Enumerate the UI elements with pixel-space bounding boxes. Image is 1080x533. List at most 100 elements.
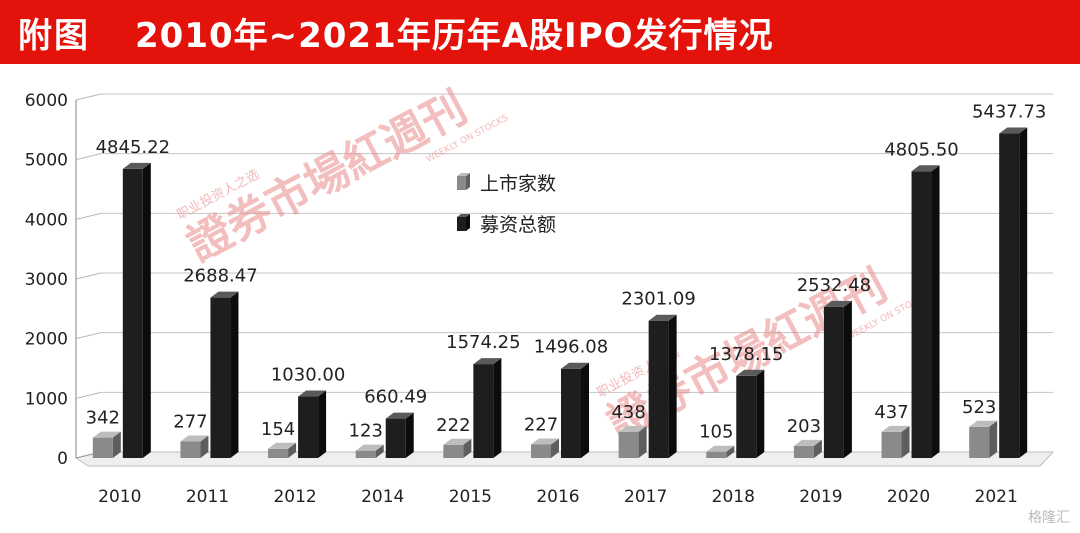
data-label-funding: 4805.50 [884,139,958,160]
bar-funding-side [318,390,327,458]
bar-listings-front [355,450,376,458]
bar-listings-top [969,420,998,427]
data-label-listings: 227 [524,414,558,435]
bar-listings-side [638,425,647,458]
bar-listings-top [443,438,472,445]
x-tick-label: 2012 [273,487,316,507]
y-tick-label: 3000 [25,270,68,290]
gridline-diag [75,391,102,399]
bar-funding-top [122,162,151,169]
x-tick-label: 2020 [887,487,930,507]
bar-listings [618,425,647,458]
bar-listings-side [288,442,297,458]
bar-funding-front [298,396,319,458]
legend-label: 募资总额 [480,214,556,236]
x-tick-label: 2011 [186,487,229,507]
bar-listings-front [268,448,289,458]
bar-listings-front [180,441,201,458]
bar-listings [180,435,209,458]
data-label-funding: 660.49 [364,387,427,408]
bar-funding [736,369,765,458]
chart-title: 2010年~2021年历年A股IPO发行情况 [135,16,774,56]
data-label-listings: 277 [173,411,207,432]
bar-listings-front [881,431,902,458]
bar-funding-top [385,412,414,419]
bar-funding-front [736,375,757,458]
data-label-funding: 2301.09 [621,289,695,310]
bar-funding-top [648,314,677,321]
bar-listings-front [618,431,639,458]
bar-funding-side [405,412,414,458]
data-label-listings: 523 [962,397,996,418]
bar-funding [473,358,502,458]
bar-funding [385,412,414,458]
data-label-listings: 437 [874,402,908,423]
data-label-funding: 2688.47 [183,266,257,287]
bar-listings-side [375,444,384,458]
bar-listings [706,445,735,458]
bar-funding-top [473,358,502,365]
bar-listings-side [989,420,998,458]
bar-funding [210,291,239,458]
bar-listings [443,438,472,458]
label-layer: 342 4845.22 277 2688.47 154 1030.00 123 660.49 2… [86,102,1047,443]
y-tick-label: 2000 [25,330,68,350]
bar-funding-side [843,300,852,458]
legend-swatch [457,176,466,190]
bar-listings [881,425,910,458]
data-label-listings: 123 [349,421,383,442]
legend-swatch-top [457,214,470,217]
bar-funding-top [999,127,1028,134]
bar-listings-top [355,444,384,451]
grid-layer [75,93,1053,399]
data-label-funding: 1496.08 [534,337,608,358]
data-label-funding: 2532.48 [797,275,871,296]
x-tick-label: 2017 [624,487,667,507]
bar-funding-side [230,291,239,458]
data-label-listings: 342 [86,408,120,429]
bar-listings-front [706,451,727,458]
bar-funding-side [142,162,151,459]
bar-listings [793,439,822,458]
bar-listings-side [901,425,910,458]
data-label-listings: 105 [699,422,733,443]
bar-listings-top [92,431,121,438]
data-label-funding: 1378.15 [709,344,783,365]
bar-listings-side [112,431,121,458]
x-tick-label: 2015 [449,487,492,507]
y-tick-label: 0 [57,449,68,469]
gridline-diag [75,93,102,101]
bar-funding-front [648,320,669,458]
bar-funding-front [473,364,494,458]
gridline-diag [75,272,102,280]
bar-layer [92,127,1028,459]
bar-funding-front [210,297,231,458]
bar-listings [355,444,384,458]
data-label-funding: 1574.25 [446,332,520,353]
bar-funding-side [581,362,589,458]
corner-logo: 格隆汇 [1028,510,1070,526]
bar-funding-top [823,300,852,307]
bar-funding [648,314,677,458]
watermark-text: 證券市場紅週刊 [179,82,475,272]
x-tick-label: 2016 [536,487,579,507]
gridline-diag [75,212,102,220]
data-label-listings: 154 [261,419,295,440]
y-tick-label: 4000 [25,210,68,230]
bar-listings-top [180,435,209,442]
bar-listings [531,438,559,458]
bar-listings-side [200,435,209,458]
gridline-diag [75,153,102,161]
bar-funding-front [823,306,844,458]
bar-funding-side [931,165,940,458]
bar-funding-top [911,165,940,172]
y-tick-label: 6000 [25,91,68,111]
bar-listings-top [881,425,910,432]
data-label-funding: 1030.00 [271,365,345,386]
legend-label: 上市家数 [480,173,556,195]
bar-funding [823,300,852,458]
x-tick-label: 2014 [361,487,404,507]
